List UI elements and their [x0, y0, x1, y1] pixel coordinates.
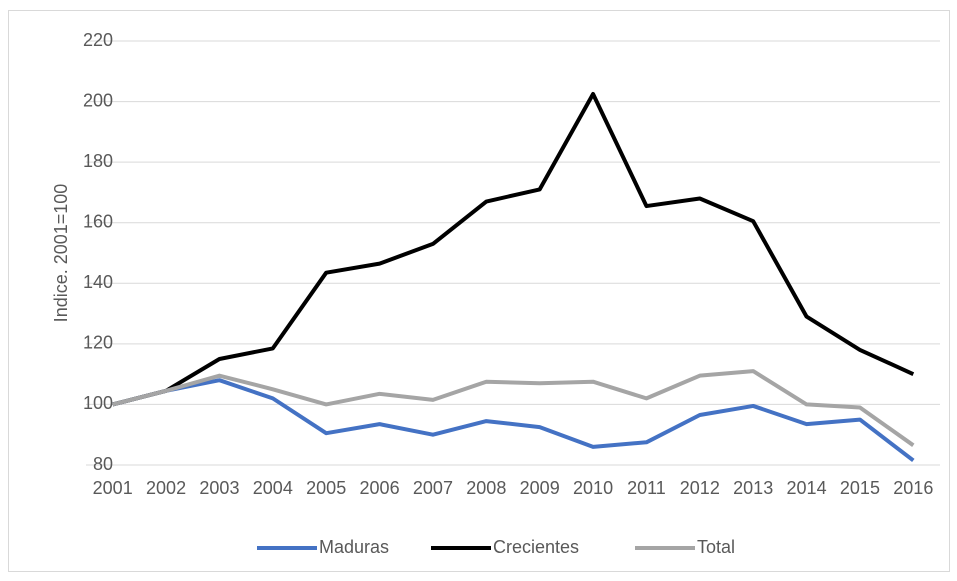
x-tick-label: 2015	[840, 478, 880, 498]
x-tick-label: 2013	[733, 478, 773, 498]
x-tick-label: 2008	[466, 478, 506, 498]
series-line	[112, 369, 915, 447]
x-tick-label: 2016	[893, 478, 933, 498]
y-tick-label: 120	[83, 333, 113, 353]
legend-label: Crecientes	[493, 537, 579, 557]
x-tick-label: 2002	[146, 478, 186, 498]
x-tick-label: 2012	[680, 478, 720, 498]
y-tick-label: 80	[93, 454, 113, 474]
x-tick-label: 2009	[520, 478, 560, 498]
y-axis-label: Indice. 2001=100	[51, 184, 71, 323]
y-tick-label: 160	[83, 211, 113, 231]
x-tick-label: 2004	[253, 478, 293, 498]
series-line	[112, 378, 915, 463]
legend-label: Maduras	[319, 537, 389, 557]
x-tick-label: 2010	[573, 478, 613, 498]
x-tick-label: 2011	[627, 478, 666, 498]
y-tick-label: 140	[83, 272, 113, 292]
x-tick-label: 2014	[787, 478, 827, 498]
legend-label: Total	[697, 537, 735, 557]
x-tick-label: 2001	[93, 478, 133, 498]
y-tick-label: 180	[83, 151, 113, 171]
x-tick-label: 2003	[199, 478, 239, 498]
x-tick-label: 2005	[306, 478, 346, 498]
y-tick-label: 200	[83, 90, 113, 110]
x-tick-label: 2006	[360, 478, 400, 498]
x-tick-label: 2007	[413, 478, 453, 498]
series-line	[112, 92, 915, 407]
y-tick-label: 100	[83, 393, 113, 413]
y-tick-label: 220	[83, 30, 113, 50]
